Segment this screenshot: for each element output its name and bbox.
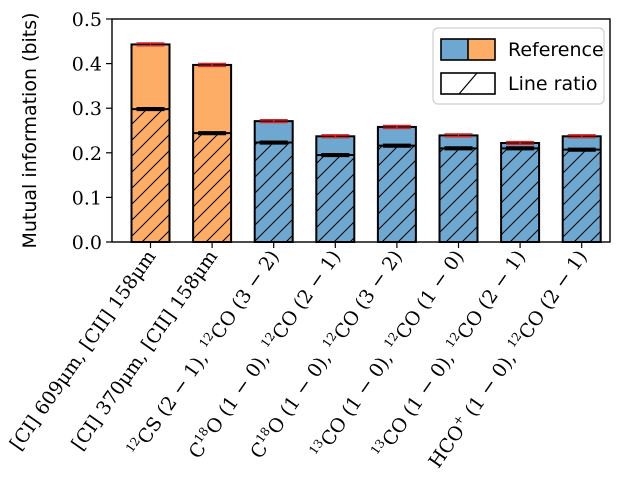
line-ratio-bar: [501, 148, 540, 242]
line-ratio-bar: [131, 109, 170, 242]
line-ratio-bar: [254, 142, 293, 242]
y-axis-label: Mutual information (bits): [19, 12, 41, 248]
y-tick-label: 0.4: [72, 54, 102, 76]
x-tick-label-text: HCO: [424, 421, 469, 472]
line-ratio-bar: [562, 149, 601, 242]
line-ratio-bar: [439, 148, 478, 242]
y-tick-label: 0.0: [72, 232, 102, 254]
y-tick-label: 0.1: [72, 187, 102, 209]
line-ratio-bar: [377, 145, 416, 242]
legend-label-line-ratio: Line ratio: [508, 73, 597, 95]
y-tick-label: 0.2: [72, 143, 102, 165]
plot-frame: [111, 18, 611, 243]
y-tick-label: 0.5: [72, 9, 102, 31]
line-ratio-bar: [316, 155, 355, 242]
x-tick-label-text: (1 − 0),: [457, 343, 524, 425]
legend-patch-blue: [441, 39, 468, 60]
legend-patch-orange: [468, 39, 495, 60]
legend-label-reference: Reference: [508, 39, 604, 61]
line-ratio-bar: [193, 133, 232, 242]
y-tick-label: 0.3: [72, 98, 102, 120]
legend-hatch-line: [458, 72, 478, 95]
